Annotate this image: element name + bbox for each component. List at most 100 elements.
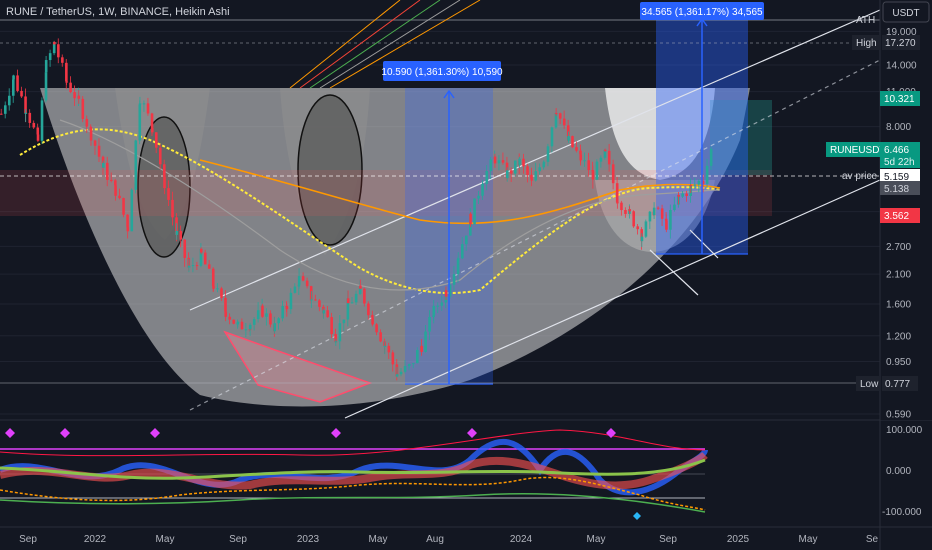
candle-body: [126, 214, 129, 228]
candle-body: [61, 57, 64, 63]
time-tick-label: 2022: [84, 534, 107, 545]
candle-body: [138, 104, 142, 141]
candle-body: [330, 317, 333, 335]
price-tick-label: 2.100: [886, 270, 911, 281]
candle-body: [501, 160, 505, 163]
candle-body: [102, 162, 105, 168]
candle-body: [546, 146, 550, 162]
time-tick-label: May: [587, 534, 606, 545]
candle-body: [403, 366, 407, 372]
candle-body: [114, 185, 117, 196]
candle-body: [326, 310, 329, 318]
svg-text:3.562: 3.562: [884, 211, 909, 222]
candle-body: [199, 248, 203, 253]
candle-body: [216, 288, 219, 290]
candle-body: [575, 147, 578, 151]
svg-text:Low: Low: [860, 379, 879, 390]
candle-body: [485, 171, 489, 184]
price-tick-label: 0.950: [886, 357, 911, 368]
candle-body: [85, 118, 89, 127]
candle-body: [620, 202, 623, 211]
currency-box[interactable]: USDT: [882, 1, 930, 23]
candle-body: [154, 132, 158, 148]
candles: [0, 38, 713, 381]
candle-body: [248, 324, 252, 330]
low-tag: Low 0.777: [856, 376, 918, 391]
price-tick-label: 14.000: [886, 61, 917, 72]
high-tag: High 17.270: [852, 35, 920, 50]
candle-body: [224, 297, 227, 312]
candle-body: [440, 302, 444, 306]
candle-body: [175, 231, 179, 235]
candle-body: [493, 156, 497, 164]
svg-text:17.270: 17.270: [885, 38, 916, 49]
candle-body: [44, 72, 48, 101]
time-tick-label: May: [156, 534, 175, 545]
svg-text:10.590 (1,361.30%) 10,590: 10.590 (1,361.30%) 10,590: [381, 67, 503, 78]
candle-body: [256, 310, 260, 320]
candle-body: [122, 198, 125, 215]
candle-body: [648, 211, 652, 222]
candle-body: [24, 112, 28, 114]
candle-body: [697, 180, 701, 185]
candle-body: [542, 161, 546, 164]
candle-body: [636, 226, 639, 230]
level-upper-tag: 10.321: [880, 91, 920, 106]
candle-body: [314, 299, 317, 301]
svg-text:0.777: 0.777: [885, 379, 910, 390]
candle-body: [456, 258, 460, 275]
candle-body: [301, 276, 305, 281]
candle-body: [420, 345, 423, 352]
time-tick-label: Sep: [229, 534, 247, 545]
candle-body: [8, 95, 11, 106]
candle-body: [375, 324, 378, 333]
svg-text:34.565 (1,361.17%) 34,565: 34.565 (1,361.17%) 34,565: [641, 7, 763, 18]
candle-body: [244, 329, 248, 331]
candle-body: [542, 163, 546, 168]
candle-body: [416, 350, 419, 364]
oscillator-axis[interactable]: 100.000 0.000 -100.000: [882, 425, 923, 518]
candle-body: [387, 345, 391, 353]
symbol-title: RUNE / TetherUS, 1W, BINANCE, Heikin Ash…: [6, 6, 230, 18]
candle-body: [4, 105, 7, 114]
candle-body: [28, 112, 32, 123]
candle-body: [146, 103, 150, 114]
candle-body: [644, 221, 648, 237]
ath-label: ATH: [856, 15, 875, 26]
candle-body: [587, 160, 591, 171]
candle-body: [408, 364, 411, 366]
svg-text:5.159: 5.159: [884, 172, 909, 183]
candle-body: [505, 170, 509, 179]
candle-body: [518, 158, 521, 165]
candle-body: [183, 239, 187, 258]
candle-body: [285, 306, 289, 310]
candle-body: [567, 136, 570, 141]
candle-body: [167, 188, 170, 200]
candle-body: [89, 130, 93, 141]
price-tick-label: 8.000: [886, 122, 911, 133]
candle-body: [558, 113, 562, 119]
candle-body: [171, 199, 174, 218]
time-axis[interactable]: Sep 2022 May Sep 2023 May Aug 2024 May Sep 2025 May…: [0, 526, 932, 545]
candle-body: [436, 305, 440, 307]
candle-body: [73, 92, 76, 99]
time-tick-label: Se: [866, 534, 879, 545]
candle-body: [40, 100, 44, 141]
candle-body: [481, 183, 485, 185]
candle-body: [489, 159, 493, 172]
candle-body: [36, 127, 40, 135]
candle-body: [412, 363, 415, 365]
candle-body: [277, 318, 280, 324]
candle-body: [334, 341, 338, 343]
candle-body: [611, 164, 615, 184]
candle-body: [224, 311, 228, 317]
time-tick-label: 2025: [727, 534, 750, 545]
candle-body: [571, 136, 574, 148]
svg-text:5d 22h: 5d 22h: [884, 157, 915, 168]
avg2-tag: 5.138: [880, 181, 920, 195]
candle-body: [640, 236, 644, 242]
candle-body: [24, 96, 27, 114]
candle-body: [522, 158, 525, 167]
candle-body: [106, 162, 109, 180]
